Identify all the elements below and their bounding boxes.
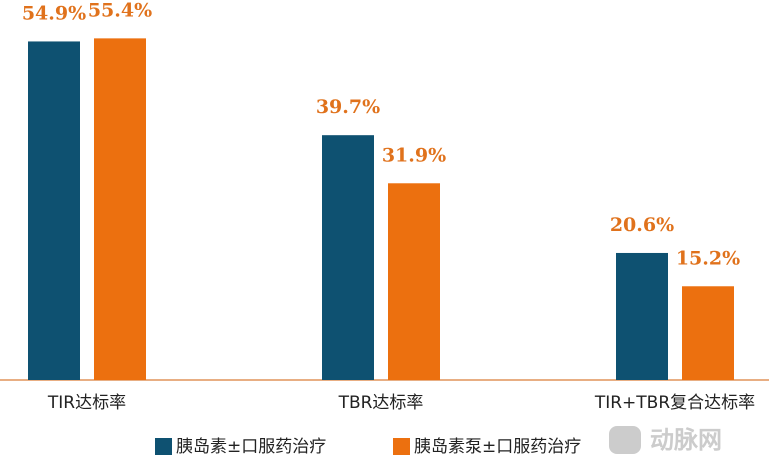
- x-tick-label: TIR达标率: [47, 393, 126, 413]
- legend-swatch: [155, 438, 172, 455]
- legend-label: 胰岛素±口服药治疗: [176, 437, 326, 457]
- value-label: 39.7%: [316, 96, 380, 118]
- value-label: 54.9%: [22, 2, 86, 24]
- value-label: 20.6%: [610, 214, 674, 236]
- value-label: 15.2%: [676, 247, 740, 269]
- watermark-logo: [609, 426, 641, 454]
- watermark: 动脉网: [650, 426, 722, 454]
- bar: [388, 183, 440, 380]
- bar: [28, 41, 80, 380]
- x-tick-label: TBR达标率: [338, 393, 424, 413]
- legend-swatch: [393, 438, 410, 455]
- bar: [94, 38, 146, 380]
- legend-label: 胰岛素泵±口服药治疗: [414, 437, 581, 457]
- value-label: 55.4%: [88, 0, 152, 21]
- bar: [616, 252, 668, 380]
- bar: [682, 286, 734, 380]
- value-label: 31.9%: [382, 144, 446, 166]
- bar: [322, 135, 374, 380]
- x-tick-label: TIR+TBR复合达标率: [594, 393, 755, 413]
